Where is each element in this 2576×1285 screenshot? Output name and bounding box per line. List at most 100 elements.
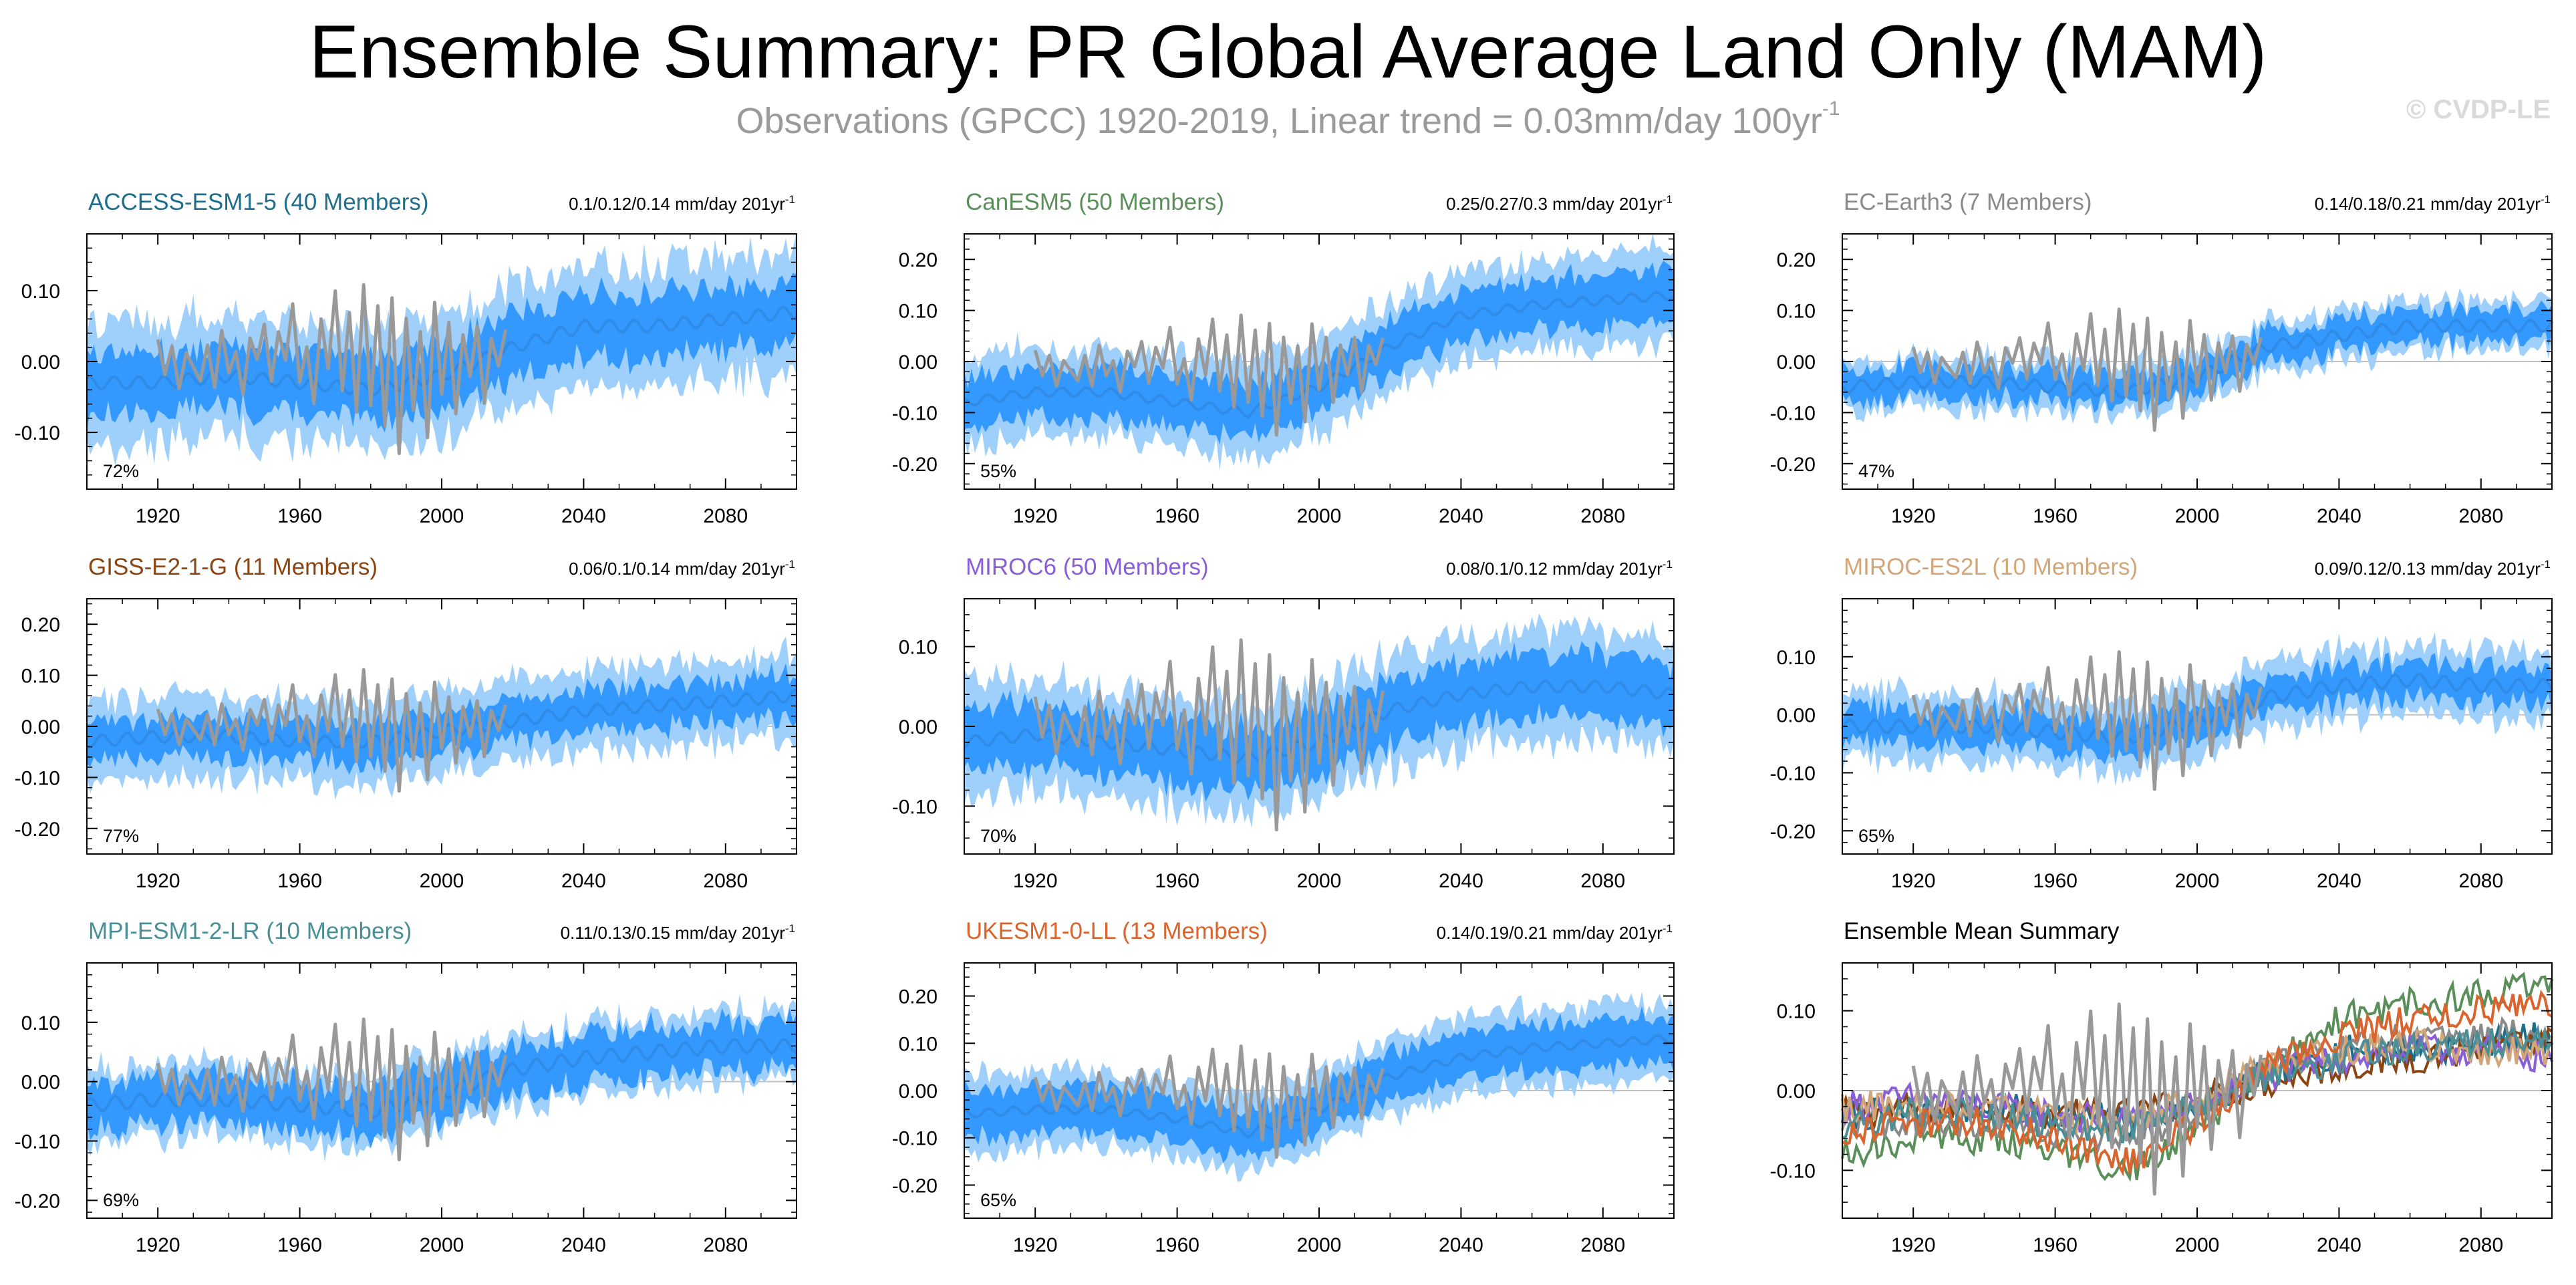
x-tick-label: 2000	[420, 505, 464, 527]
ensemble-inner-band	[1842, 300, 2552, 415]
y-tick-label: 0.20	[21, 614, 60, 636]
y-tick-label: -0.20	[15, 1190, 60, 1212]
observations-line	[156, 1017, 508, 1161]
x-tick-label: 2040	[1439, 1234, 1483, 1256]
x-tick-label: 2080	[703, 1234, 748, 1256]
x-tick-label: 1960	[2033, 870, 2078, 892]
x-tick-label: 1920	[136, 505, 180, 527]
ensemble-mean-line	[1841, 672, 2553, 745]
y-tick-label: -0.10	[892, 1128, 938, 1150]
x-tick-label: 2000	[1297, 870, 1342, 892]
observations-line	[1911, 307, 2263, 432]
x-tick-label: 2040	[561, 505, 606, 527]
y-tick-label: 0.00	[1777, 1081, 1816, 1103]
observations-line	[1911, 650, 2263, 791]
y-tick-label: 0.10	[1777, 301, 1816, 323]
panel-trend-label: 0.1/0.12/0.14 mm/day 201yr-1	[569, 193, 795, 214]
x-tick-label: 2040	[1439, 505, 1483, 527]
panel-title: GISS-E2-1-G (11 Members)	[88, 554, 378, 580]
x-tick-label: 2040	[561, 870, 606, 892]
x-tick-label: 1960	[1155, 505, 1199, 527]
y-tick-label: 0.10	[21, 666, 60, 688]
ensemble-inner-band	[964, 1006, 1674, 1163]
x-tick-label: 1920	[1891, 505, 1936, 527]
y-tick-label: 0.10	[21, 281, 60, 303]
y-tick-label: -0.10	[15, 422, 60, 444]
panel-4: GISS-E2-1-G (11 Members) 0.06/0.1/0.14 mm…	[15, 554, 797, 892]
y-tick-label: -0.20	[1770, 821, 1816, 843]
x-tick-label: 2000	[2175, 505, 2220, 527]
x-tick-label: 2000	[1297, 505, 1342, 527]
trend-text: 0.25/0.27/0.3 mm/day 201yr	[1446, 194, 1663, 214]
x-tick-label: 2040	[2317, 1234, 2362, 1256]
x-tick-label: 1920	[1891, 870, 1936, 892]
x-tick-label: 2080	[2458, 870, 2503, 892]
x-tick-label: 1920	[1891, 1234, 1936, 1256]
panel-trend-label: 0.14/0.19/0.21 mm/day 201yr-1	[1437, 922, 1673, 943]
watermark: © CVDP-LE	[2406, 95, 2551, 124]
y-tick-label: 0.00	[21, 716, 60, 738]
percent-label: 55%	[980, 461, 1016, 481]
observations-line	[1033, 638, 1385, 832]
x-tick-label: 2000	[1297, 1234, 1342, 1256]
y-tick-label: 0.00	[899, 716, 938, 738]
panel-trend-label: 0.06/0.1/0.14 mm/day 201yr-1	[569, 558, 795, 579]
x-tick-label: 1920	[1013, 505, 1058, 527]
trend-superscript: -1	[2541, 193, 2551, 206]
panel-trend-label: 0.08/0.1/0.12 mm/day 201yr-1	[1446, 558, 1673, 579]
series-line-miroc-es2l	[1841, 1027, 2553, 1139]
trend-superscript: -1	[785, 922, 795, 935]
y-tick-label: -0.10	[1770, 762, 1816, 784]
panel-5: MIROC6 (50 Members) 0.08/0.1/0.12 mm/day …	[892, 554, 1675, 892]
ensemble-outer-band	[964, 233, 1674, 470]
x-tick-label: 1920	[136, 870, 180, 892]
subtitle-text: Observations (GPCC) 1920-2019, Linear tr…	[736, 101, 1822, 141]
ensemble-inner-band	[87, 662, 797, 775]
x-tick-label: 2000	[420, 1234, 464, 1256]
y-tick-label: -0.10	[15, 1131, 60, 1153]
ensemble-inner-band	[87, 273, 797, 433]
trend-text: 0.11/0.13/0.15 mm/day 201yr	[561, 923, 786, 943]
y-tick-label: -0.10	[1770, 402, 1816, 424]
y-tick-label: -0.20	[892, 454, 938, 476]
trend-text: 0.14/0.19/0.21 mm/day 201yr	[1437, 923, 1663, 943]
x-tick-label: 2080	[703, 505, 748, 527]
panel-title: Ensemble Mean Summary	[1844, 918, 2120, 944]
y-tick-label: -0.10	[892, 402, 938, 424]
x-tick-label: 2000	[420, 870, 464, 892]
panel-title: CanESM5 (50 Members)	[966, 189, 1224, 215]
panel-trend-label: 0.14/0.18/0.21 mm/day 201yr-1	[2315, 193, 2551, 214]
panel-3: EC-Earth3 (7 Members) 0.14/0.18/0.21 mm/d…	[1770, 189, 2553, 527]
x-tick-label: 1960	[2033, 1234, 2078, 1256]
panel-title: EC-Earth3 (7 Members)	[1844, 189, 2092, 215]
x-tick-label: 2080	[1580, 1234, 1625, 1256]
x-tick-label: 1960	[277, 1234, 322, 1256]
y-tick-label: 0.00	[21, 351, 60, 374]
x-tick-label: 2040	[2317, 870, 2362, 892]
y-tick-label: 0.10	[21, 1012, 60, 1034]
panel-2: CanESM5 (50 Members) 0.25/0.27/0.3 mm/day…	[892, 189, 1675, 527]
y-tick-label: -0.20	[1770, 454, 1816, 476]
y-tick-label: -0.20	[892, 1175, 938, 1197]
observations-line	[156, 668, 508, 793]
x-tick-label: 2000	[2175, 870, 2220, 892]
percent-label: 65%	[980, 1190, 1016, 1210]
panel-title: MIROC6 (50 Members)	[966, 554, 1209, 580]
observations-line	[156, 283, 508, 455]
y-tick-label: 0.10	[1777, 647, 1816, 669]
y-tick-label: 0.00	[1777, 351, 1816, 374]
x-tick-label: 2040	[1439, 870, 1483, 892]
x-tick-label: 1960	[277, 870, 322, 892]
panel-title: UKESM1-0-LL (13 Members)	[966, 918, 1268, 944]
panel-trend-label: 0.25/0.27/0.3 mm/day 201yr-1	[1446, 193, 1673, 214]
x-tick-label: 2000	[2175, 1234, 2220, 1256]
percent-label: 70%	[980, 826, 1016, 846]
percent-label: 69%	[103, 1190, 139, 1210]
y-tick-label: 0.00	[899, 351, 938, 374]
trend-superscript: -1	[1663, 558, 1673, 571]
x-tick-label: 1960	[1155, 1234, 1199, 1256]
trend-superscript: -1	[2541, 558, 2551, 571]
observations-line	[1033, 1044, 1385, 1159]
trend-superscript: -1	[785, 193, 795, 206]
y-tick-label: 0.00	[21, 1072, 60, 1094]
